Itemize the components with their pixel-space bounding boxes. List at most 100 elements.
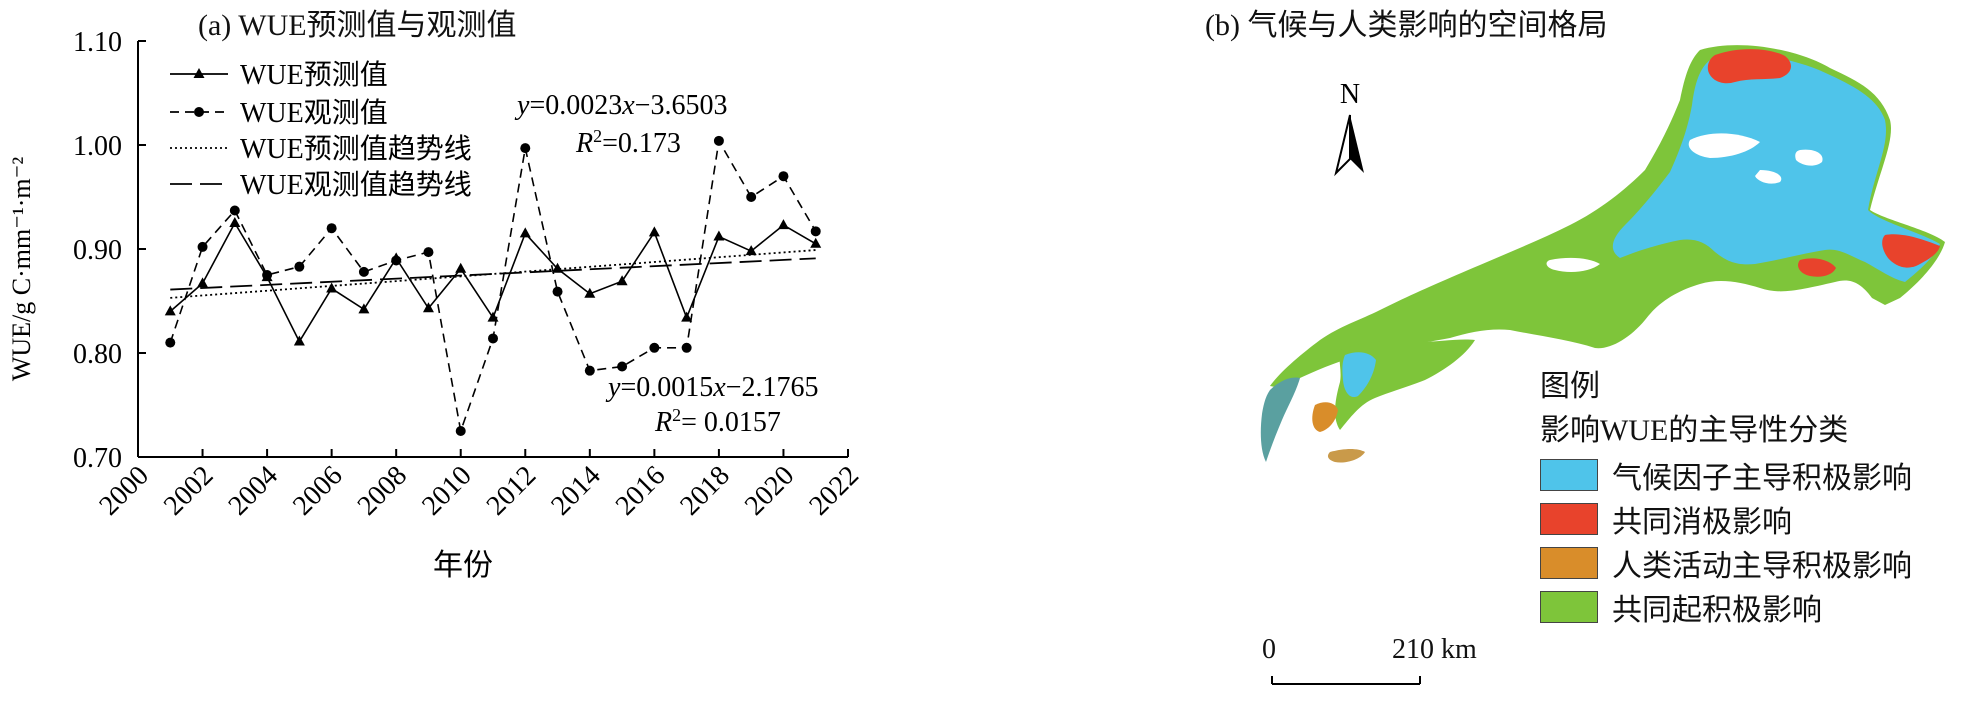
map-legend-label: 共同消极影响 [1612,506,1792,539]
map-lake-2 [1795,149,1823,166]
x-tick-label: 2010 [416,460,478,522]
legend-label: WUE观测值 [240,97,388,129]
map-legend-swatch [1540,459,1598,491]
observed-point [552,286,563,297]
observed-point [681,342,692,353]
r2-predicted: R2=0.173 [575,126,681,159]
predicted-point [810,237,822,248]
trendlines [170,249,816,299]
map-legend-item: 共同消极影响 [1540,497,1960,541]
map-legend-title: 图例 [1540,370,1600,403]
map-legend: 图例 影响WUE的主导性分类 气候因子主导积极影响 共同消极影响 人类活动主导积极影… [1540,365,1960,629]
observed-point [423,247,434,258]
north-arrow [1334,114,1364,177]
x-axis-label: 年份 [433,549,493,582]
map-legend-item: 共同起积极影响 [1540,585,1960,629]
observed-point [197,241,208,252]
observed-point [713,135,724,146]
y-tick-label: 0.70 [73,443,122,474]
predicted-point [777,219,789,230]
x-tick-label: 2020 [739,460,801,522]
observed-point [326,223,337,234]
map-region-main-blue [1612,55,1940,283]
y-axis-label: WUE/g C·mm⁻¹·m⁻² [7,157,36,381]
scale-end: 210 km [1392,634,1477,665]
predicted-point [229,217,241,227]
map-region-sw-blue [1342,352,1376,398]
r2-observed: R2= 0.0157 [654,405,781,438]
map-legend-label: 共同起积极影响 [1612,594,1822,627]
equation-predicted: y=0.0023x−3.6503 [514,90,727,121]
map-legend-swatch [1540,503,1598,535]
observed-point [810,226,821,237]
legend-label: WUE预测值 [240,59,388,91]
predicted-point [681,311,693,322]
observed-point [294,261,305,272]
predicted-point [648,226,660,237]
map-legend-swatch [1540,591,1598,623]
panel-a-title: (a) WUE预测值与观测值 [198,9,517,42]
x-tick-label: 2018 [674,460,736,522]
predicted-point [745,245,757,256]
predicted-point [552,262,564,273]
map-region-sw-strip [1260,377,1300,462]
predicted-point [358,303,370,314]
predicted-point [455,262,467,273]
x-tick-label: 2014 [545,460,607,522]
observed-point [584,365,595,376]
observed-point [617,361,628,372]
map-legend-label: 气候因子主导积极影响 [1612,462,1912,495]
observed-point [455,426,466,436]
predicted-point [519,227,531,238]
predicted-point [261,271,273,282]
legend-label: WUE预测值趋势线 [240,133,472,165]
observed-point [358,266,369,277]
series-predicted-line [169,221,817,344]
map-legend-swatch [1540,547,1598,579]
x-tick-label: 2002 [158,460,220,522]
predicted-point [713,230,725,241]
map-legend-item: 人类活动主导积极影响 [1540,541,1960,585]
x-tick-label: 2006 [287,460,349,522]
predicted-point [390,252,402,263]
observed-point [488,333,498,344]
north-label: N [1340,79,1360,110]
series-layer [164,135,822,436]
predicted-point [293,335,305,346]
panel-b-title: (b) 气候与人类影响的空间格局 [1205,9,1608,42]
map-region-south-orange [1327,449,1365,463]
scale-start: 0 [1262,634,1276,665]
map-lake-3 [1755,170,1782,184]
map-region-red-east [1882,234,1940,268]
trendline-observed [170,257,816,291]
legend-label: WUE观测值趋势线 [240,169,472,201]
observed-point [520,143,531,154]
observed-point [746,192,757,202]
y-tick-label: 1.00 [73,131,122,162]
equation-observed: y=0.0015x−2.1765 [605,372,818,403]
map-legend-subtitle: 影响WUE的主导性分类 [1540,414,1849,447]
chart-annotations: y=0.0023x−3.6503 R2=0.173 y=0.0015x−2.1765… [514,90,818,438]
observed-point [165,337,176,348]
x-tick-label: 2004 [223,460,285,522]
legend-marker-observed [194,107,204,117]
y-tick-label: 1.10 [73,27,122,58]
map-lake-1 [1688,133,1760,158]
scale-bar: 0 210 km [1262,634,1477,705]
x-tick-label: 2016 [610,460,672,522]
map-region-sw-orange [1312,402,1338,432]
spatial-map: N [1260,45,1945,463]
predicted-point [422,302,434,313]
chart-legend: WUE预测值 WUE观测值 WUE预测值趋势线 WUE观测值趋势线 [170,59,472,201]
map-region-red-mid [1798,258,1836,277]
map-region-red-north [1707,49,1792,84]
predicted-point [487,311,499,322]
x-tick-label: 2022 [803,460,865,522]
observed-point [229,205,240,216]
predicted-point [197,277,209,288]
observed-point [778,171,789,182]
predicted-point [616,275,628,286]
predicted-point [164,305,176,316]
predicted-point [584,287,596,298]
